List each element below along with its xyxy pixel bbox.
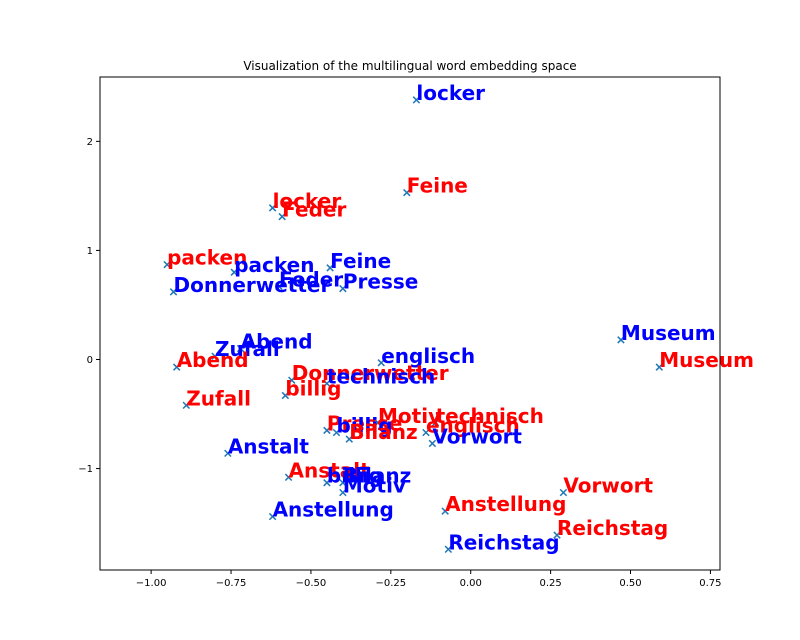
point-marker <box>278 212 286 221</box>
point-label: Abend <box>241 330 313 354</box>
point-label: englisch <box>381 344 475 368</box>
point-marker <box>339 284 347 293</box>
point-marker <box>339 479 347 487</box>
point-label: Anstellung <box>273 498 394 522</box>
x-tick-label: 0.25 <box>539 578 561 589</box>
x-tick-label: 0.50 <box>619 578 641 589</box>
point-label: Presse <box>343 270 418 294</box>
point-label: Vorwort <box>432 424 522 448</box>
point-marker <box>412 96 421 104</box>
point-marker <box>284 473 293 482</box>
point-label: Donnerwetter <box>174 273 331 297</box>
point-label: technisch <box>327 364 435 388</box>
point-marker <box>230 268 238 276</box>
point-label: Zufall <box>186 386 251 410</box>
point-marker <box>377 359 385 367</box>
point-marker <box>281 391 290 400</box>
point-label: billig <box>327 464 383 488</box>
point-label: Zufall <box>215 337 280 361</box>
point-label: englisch <box>426 414 520 438</box>
point-marker <box>559 488 568 497</box>
point-marker <box>323 426 331 435</box>
point-label: locker <box>416 81 485 105</box>
x-tick-label: −0.25 <box>375 578 406 589</box>
point-marker <box>268 204 277 212</box>
chart-title: Visualization of the multilingual word e… <box>243 59 576 73</box>
point-marker <box>339 488 347 497</box>
point-label: Abend <box>177 348 249 372</box>
x-tick-label: 0.00 <box>460 578 482 589</box>
point-marker <box>422 428 430 437</box>
y-tick-label: 1 <box>87 246 93 257</box>
point-marker <box>288 376 296 384</box>
point-marker <box>211 352 219 360</box>
point-marker <box>323 479 331 487</box>
point-label: Museum <box>621 321 716 345</box>
point-label: Anstalt <box>228 434 310 458</box>
point-label: Motiv <box>343 474 406 498</box>
point-label: Motiv <box>378 404 441 428</box>
point-label: Museum <box>659 348 754 372</box>
point-label: Feder <box>279 267 343 291</box>
point-marker <box>182 401 191 410</box>
point-marker <box>444 545 453 554</box>
y-tick-label: 2 <box>87 137 93 148</box>
point-label: billig <box>336 414 392 438</box>
x-tick-label: 0.75 <box>699 578 721 589</box>
x-tick-label: −0.50 <box>296 578 327 589</box>
point-label: packen <box>167 246 247 270</box>
point-marker <box>428 439 437 448</box>
point-marker <box>617 336 625 344</box>
x-axis-ticks: −1.00 −0.75 −0.50 −0.25 0.00 0.25 0.50 0.75 <box>136 570 722 589</box>
point-marker <box>374 419 382 427</box>
point-marker <box>553 531 561 539</box>
point-label: Feine <box>407 174 468 198</box>
point-label: Anstalt <box>289 458 371 482</box>
point-label: Reichstag <box>448 530 559 554</box>
point-label: Feder <box>282 198 346 222</box>
point-marker <box>163 260 171 269</box>
plot-area-frame <box>99 76 721 571</box>
y-axis-ticks: −1 0 1 2 <box>78 137 100 475</box>
point-marker <box>431 419 440 427</box>
point-marker <box>655 363 664 371</box>
point-label: technisch <box>436 404 544 428</box>
point-label: Feine <box>330 249 391 273</box>
data-markers <box>163 96 664 554</box>
point-marker <box>172 363 181 371</box>
point-label: billig <box>285 376 341 400</box>
point-label: locker <box>273 189 342 213</box>
point-marker <box>441 507 449 515</box>
point-label: packen <box>234 253 314 277</box>
y-tick-label: 0 <box>87 355 93 366</box>
point-label: Vorwort <box>563 474 653 498</box>
point-marker <box>323 379 331 388</box>
point-label: Presse <box>327 411 402 435</box>
y-tick-label: −1 <box>78 464 93 475</box>
point-label: Bilanz <box>349 420 417 444</box>
x-tick-label: −0.75 <box>216 578 247 589</box>
point-marker <box>403 188 411 197</box>
point-marker <box>326 264 334 272</box>
x-tick-label: −1.00 <box>136 578 167 589</box>
point-label: Anstellung <box>445 492 566 516</box>
point-marker <box>332 428 341 437</box>
point-marker <box>224 449 232 458</box>
point-marker <box>236 344 245 353</box>
point-label: Bilanz <box>343 464 411 488</box>
point-marker <box>268 512 277 521</box>
point-marker <box>169 288 178 296</box>
point-label: Reichstag <box>557 516 668 540</box>
point-label: Donnerwetter <box>292 361 449 385</box>
point-marker <box>345 435 354 443</box>
point-marker <box>275 282 283 291</box>
